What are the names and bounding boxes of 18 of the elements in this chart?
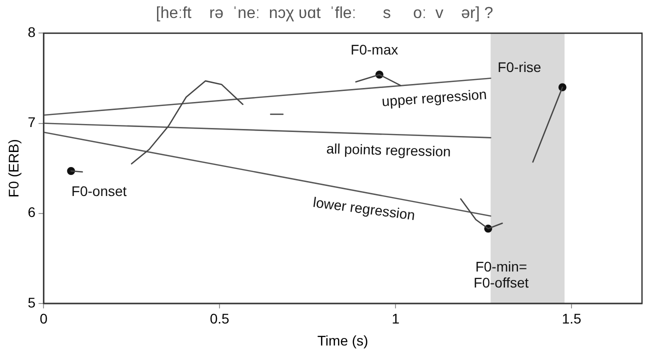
annotation: F0-max <box>350 41 398 58</box>
y-axis-title: F0 (ERB) <box>5 139 22 198</box>
annotation: all points regression <box>326 140 452 160</box>
annotation: F0-onset <box>71 182 127 199</box>
annotation: lower regression <box>312 194 416 224</box>
x-axis-title: Time (s) <box>317 332 368 348</box>
x-tick-label: 0 <box>40 310 48 327</box>
y-tick-label: 8 <box>28 24 36 40</box>
x-tick-label: 1 <box>392 310 400 327</box>
annotation: upper regression <box>381 86 488 110</box>
chart-title: [heːft rə ˈneː nɔχ ʋɑt ˈfleː s oː v ər] ? <box>156 5 494 22</box>
y-tick-label: 6 <box>28 204 36 220</box>
y-tick-label: 7 <box>28 114 36 130</box>
annotation: F0-rise <box>498 59 542 76</box>
annotation: F0-min= F0-offset <box>474 258 529 291</box>
x-tick-label: 1.5 <box>562 310 582 327</box>
x-tick-label: 0.5 <box>210 310 230 327</box>
y-tick-label: 5 <box>28 294 36 310</box>
